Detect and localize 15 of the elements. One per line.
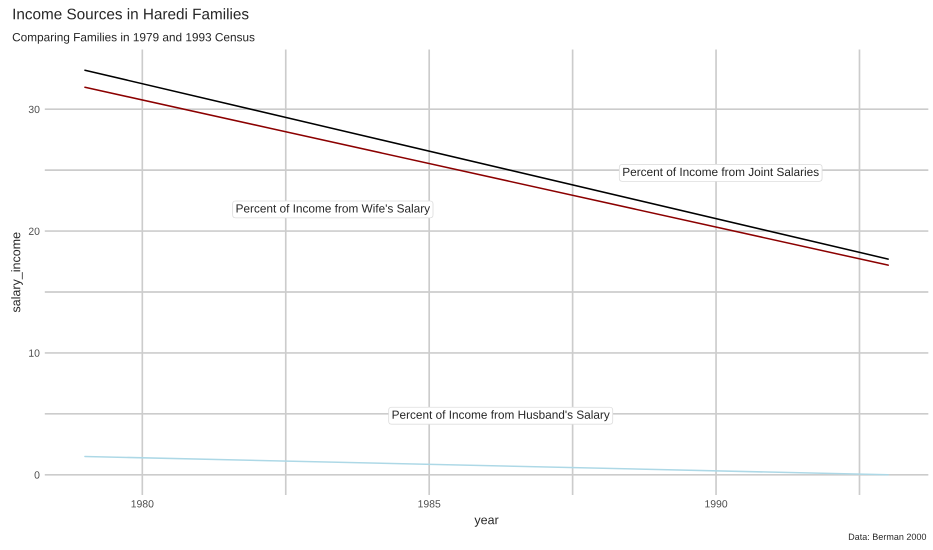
y-tick-label: 10 bbox=[29, 349, 40, 357]
annotation: Percent of Income from Joint Salaries bbox=[623, 167, 819, 176]
y-axis-title: salary_income bbox=[11, 232, 23, 312]
x-tick-label: 1990 bbox=[705, 500, 728, 508]
y-tick-label: 20 bbox=[28, 228, 40, 235]
chart-subtitle: Comparing Families in 1979 and 1993 Census bbox=[12, 32, 255, 44]
x-tick-label: 1980 bbox=[132, 500, 154, 508]
y-tick-label: 30 bbox=[28, 106, 40, 114]
annotation: Percent of Income from Husband's Salary bbox=[392, 410, 610, 422]
x-tick-label: 1985 bbox=[418, 500, 440, 508]
annotation: Percent of Income from Wife's Salary bbox=[236, 204, 430, 215]
y-tick-label: 0 bbox=[34, 471, 40, 479]
text: Data: Berman 2000 bbox=[848, 534, 926, 540]
x-axis-title: year bbox=[474, 517, 499, 527]
chart-title: Income Sources in Haredi Families bbox=[14, 8, 248, 20]
